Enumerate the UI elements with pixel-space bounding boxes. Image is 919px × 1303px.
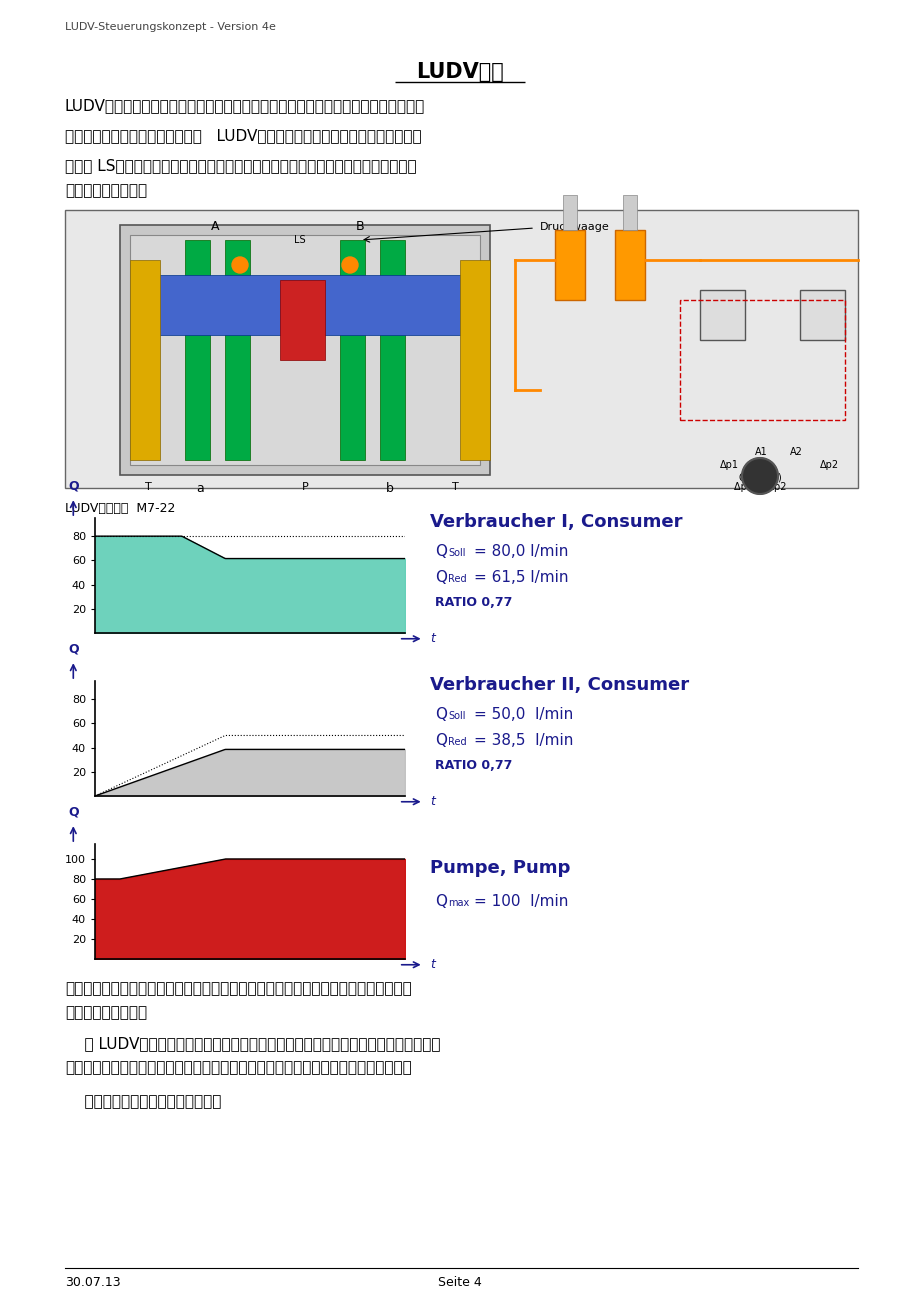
Bar — [622, 195, 636, 231]
Text: Q: Q — [435, 569, 447, 585]
Text: Q = f (A): Q = f (A) — [738, 472, 780, 482]
Text: Soll: Soll — [448, 711, 465, 721]
Text: 时，其通过所有压力补偿阀产生的压力差来实现，所有动作功能的速度均匀地减小能。: 时，其通过所有压力补偿阀产生的压力差来实现，所有动作功能的速度均匀地减小能。 — [65, 1061, 412, 1075]
Text: Q: Q — [435, 734, 447, 748]
Text: 30.07.13: 30.07.13 — [65, 1276, 120, 1289]
Text: Verbraucher II, Consumer: Verbraucher II, Consumer — [429, 676, 688, 694]
Bar — [554, 231, 584, 300]
Text: Red: Red — [448, 575, 466, 584]
Text: Δp2: Δp2 — [819, 460, 838, 470]
Text: Q: Q — [68, 642, 78, 655]
Bar — [460, 261, 490, 460]
Bar — [699, 291, 744, 340]
Text: 杆和执行端口之间。: 杆和执行端口之间。 — [65, 182, 147, 198]
Text: = 61,5 l/min: = 61,5 l/min — [473, 569, 568, 585]
Text: Q: Q — [435, 543, 447, 559]
Text: Δp1: Δp1 — [720, 460, 738, 470]
Bar — [185, 240, 210, 460]
Text: = 100  l/min: = 100 l/min — [473, 894, 568, 909]
Text: Δp1 = Δp2: Δp1 = Δp2 — [733, 482, 786, 493]
Text: Q: Q — [68, 480, 78, 493]
Circle shape — [742, 457, 777, 494]
Text: B: B — [356, 220, 364, 233]
Text: A2: A2 — [789, 447, 802, 457]
Circle shape — [232, 257, 248, 274]
Text: a: a — [196, 482, 204, 495]
Text: Verbraucher I, Consumer: Verbraucher I, Consumer — [429, 513, 682, 532]
Text: Druckwaage: Druckwaage — [539, 222, 609, 232]
Text: A1: A1 — [754, 447, 767, 457]
Text: LS: LS — [294, 235, 305, 245]
Text: LUDV-Steuerungskonzept - Version 4e: LUDV-Steuerungskonzept - Version 4e — [65, 22, 276, 33]
Text: Red: Red — [448, 737, 466, 747]
Text: A: A — [210, 220, 219, 233]
Bar — [130, 261, 160, 460]
Text: Q: Q — [68, 805, 78, 818]
Text: LUDV代表与负载压力无关的流量分配器，系统是一个特殊形式的负荷传感控制系统。: LUDV代表与负载压力无关的流量分配器，系统是一个特殊形式的负荷传感控制系统。 — [65, 98, 425, 113]
Bar — [614, 231, 644, 300]
Text: = 80,0 l/min: = 80,0 l/min — [473, 543, 568, 559]
Circle shape — [342, 257, 357, 274]
Text: Seite 4: Seite 4 — [437, 1276, 482, 1289]
Bar — [340, 240, 365, 460]
Bar — [800, 291, 844, 340]
Text: Pumpe, Pump: Pumpe, Pump — [429, 859, 570, 877]
Text: = 38,5  l/min: = 38,5 l/min — [473, 734, 573, 748]
Text: b: b — [386, 482, 393, 495]
Text: = 50,0  l/min: = 50,0 l/min — [473, 708, 573, 722]
Text: max: max — [448, 898, 469, 908]
Text: 为了消除供给不足这一缺点，根据   LUDV原理，控制块要有一个不同的设计形式。: 为了消除供给不足这一缺点，根据 LUDV原理，控制块要有一个不同的设计形式。 — [65, 128, 421, 143]
Text: t: t — [429, 632, 434, 645]
Bar — [130, 235, 480, 465]
Text: RATIO 0,77: RATIO 0,77 — [435, 595, 512, 609]
Bar — [279, 280, 324, 360]
Text: LUDV控制模块  M7-22: LUDV控制模块 M7-22 — [65, 502, 176, 515]
Text: 所有相关的压力补偿阀都互相连接而且用相同的压力差操纵，其中最高的负载压力适用: 所有相关的压力补偿阀都互相连接而且用相同的压力差操纵，其中最高的负载压力适用 — [65, 981, 412, 995]
Text: Q: Q — [435, 894, 447, 909]
Text: 当 LUDV系统部协调，即按要求的速度操作所有执行机构所需流量大于泵的最大流量: 当 LUDV系统部协调，即按要求的速度操作所有执行机构所需流量大于泵的最大流量 — [65, 1036, 440, 1052]
Text: Soll: Soll — [448, 549, 465, 558]
Bar — [135, 275, 474, 335]
Bar — [65, 210, 857, 489]
Text: t: t — [429, 958, 434, 971]
Text: t: t — [429, 795, 434, 808]
Text: T: T — [144, 482, 152, 493]
Text: LUDV控制: LUDV控制 — [415, 63, 504, 82]
Text: Q: Q — [435, 708, 447, 722]
Text: 当用在 LS控制块情况下时，压力补偿阀不是安置在泵和主阀杆之间，而是安置在主阀: 当用在 LS控制块情况下时，压力补偿阀不是安置在泵和主阀杆之间，而是安置在主阀 — [65, 158, 416, 173]
Bar — [679, 300, 844, 420]
Text: 并能防止液压执行机构产生停滞。: 并能防止液压执行机构产生停滞。 — [65, 1095, 221, 1109]
Bar — [562, 195, 576, 231]
Bar — [380, 240, 404, 460]
Bar — [119, 225, 490, 476]
Text: P: P — [301, 482, 308, 493]
Bar — [225, 240, 250, 460]
Text: T: T — [451, 482, 458, 493]
Text: RATIO 0,77: RATIO 0,77 — [435, 760, 512, 771]
Text: 于所有压力补偿器。: 于所有压力补偿器。 — [65, 1005, 147, 1020]
